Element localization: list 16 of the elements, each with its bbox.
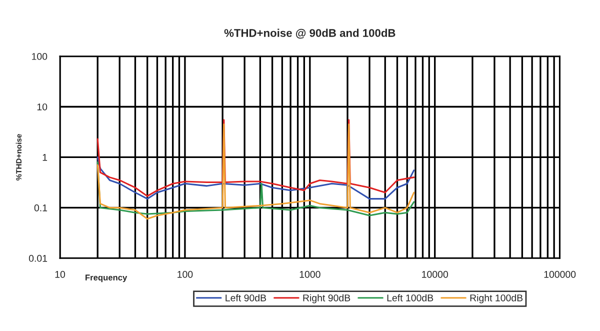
legend-label: Right 90dB bbox=[303, 294, 350, 304]
chart-title: %THD+noise @ 90dB and 100dB bbox=[224, 28, 396, 39]
y-tick-label: 0.1 bbox=[34, 204, 48, 212]
y-tick-label: 1 bbox=[42, 154, 48, 161]
legend-label: Left 90dB bbox=[226, 294, 266, 302]
y-tick-label: 0.01 bbox=[28, 254, 48, 262]
y-tick-label: 10 bbox=[37, 103, 48, 110]
legend-label: Right 100dB bbox=[470, 294, 523, 304]
legend-label: Left 100dB bbox=[387, 294, 434, 302]
x-axis-title: Frequency bbox=[86, 274, 128, 282]
x-tick-label: 100000 bbox=[544, 270, 576, 278]
x-tick-label: 10 bbox=[55, 270, 66, 278]
x-tick-label: 10000 bbox=[422, 270, 448, 278]
y-tick-label: 100 bbox=[32, 53, 48, 60]
x-tick-label: 1000 bbox=[300, 270, 320, 278]
x-tick-label: 100 bbox=[178, 270, 193, 278]
